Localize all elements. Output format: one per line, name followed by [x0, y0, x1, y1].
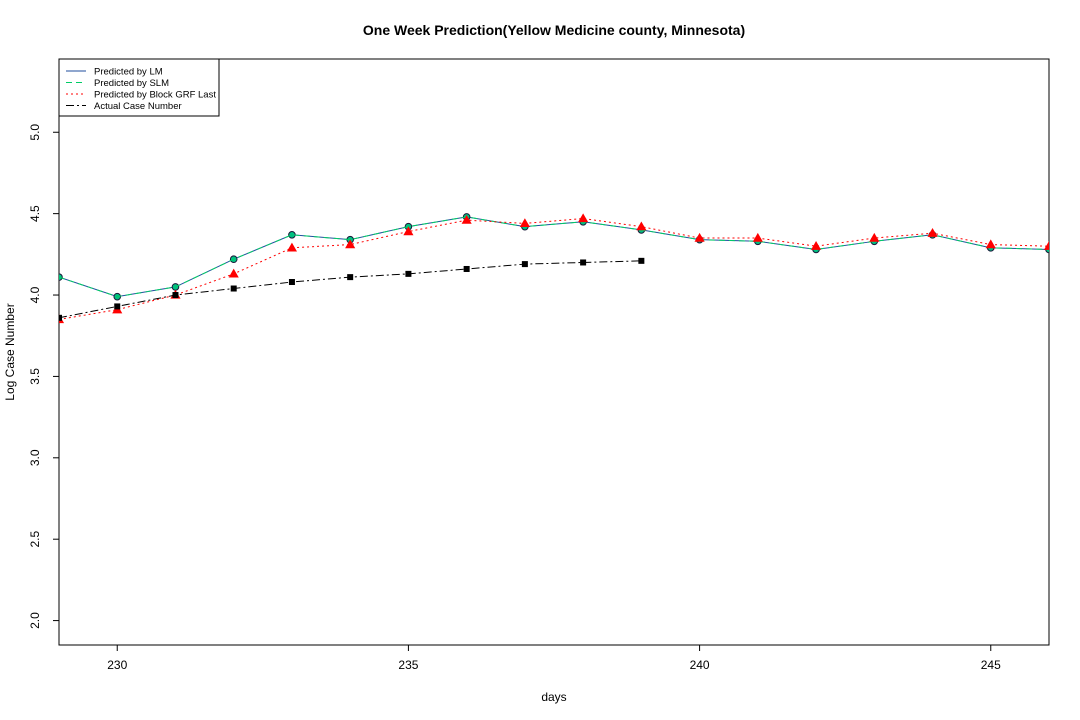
- data-point: [461, 214, 472, 224]
- legend-box: [58, 58, 220, 117]
- data-point: [927, 227, 938, 237]
- series-line: [59, 218, 1049, 320]
- data-point: [228, 268, 239, 278]
- data-point: [578, 213, 589, 223]
- series-2: [59, 213, 1049, 324]
- data-point: [638, 257, 645, 264]
- data-point: [114, 303, 121, 310]
- x-tick-label: 245: [981, 658, 1001, 672]
- data-point: [869, 232, 880, 242]
- data-point: [810, 240, 822, 250]
- legend-label: Actual Case Number: [94, 101, 182, 112]
- data-point: [403, 226, 414, 236]
- y-axis: 2.0 2.5 3.0 3.5 4.0 4.5 5.0: [28, 124, 59, 629]
- data-point: [521, 261, 528, 268]
- series-3: [59, 257, 645, 321]
- data-point: [286, 242, 298, 252]
- series-line: [59, 216, 1049, 298]
- data-point: [752, 232, 763, 242]
- x-tick-label: 230: [107, 658, 127, 672]
- legend-label: Predicted by SLM: [94, 78, 169, 89]
- data-point: [345, 239, 356, 249]
- y-tick-label: 5.0: [28, 124, 42, 141]
- data-point: [59, 314, 62, 321]
- legend-label: Predicted by LM: [94, 66, 163, 77]
- x-tick-label: 235: [398, 658, 418, 672]
- plot-frame: [58, 58, 1050, 646]
- data-point: [636, 221, 647, 231]
- x-axis-label: days: [541, 690, 566, 704]
- y-tick-label: 2.0: [28, 612, 42, 629]
- x-tick-label: 240: [690, 658, 710, 672]
- data-point: [463, 265, 470, 272]
- data-point: [347, 274, 354, 281]
- series-layer: [59, 213, 1049, 324]
- y-axis-label: Log Case Number: [3, 303, 17, 400]
- y-tick-label: 2.5: [28, 531, 42, 548]
- legend-label: Predicted by Block GRF Last: [94, 89, 216, 100]
- y-tick-label: 4.5: [28, 205, 42, 222]
- data-point: [694, 232, 705, 242]
- series-line: [59, 260, 642, 319]
- y-tick-label: 3.0: [28, 449, 42, 466]
- data-point: [1043, 240, 1049, 250]
- series-1: [59, 216, 1049, 298]
- x-axis: 230 235 240 245: [107, 645, 1001, 672]
- data-point: [580, 259, 587, 266]
- data-point: [405, 270, 412, 277]
- y-tick-label: 3.5: [28, 368, 42, 385]
- data-point: [59, 273, 63, 281]
- data-point: [985, 239, 996, 249]
- series-0: [59, 213, 1049, 301]
- y-tick-label: 4.0: [28, 286, 42, 303]
- data-point: [519, 218, 530, 228]
- data-point: [230, 285, 237, 292]
- data-point: [172, 292, 179, 299]
- data-point: [288, 279, 295, 286]
- chart-title: One Week Prediction(Yellow Medicine coun…: [363, 22, 745, 38]
- series-line: [59, 216, 1049, 298]
